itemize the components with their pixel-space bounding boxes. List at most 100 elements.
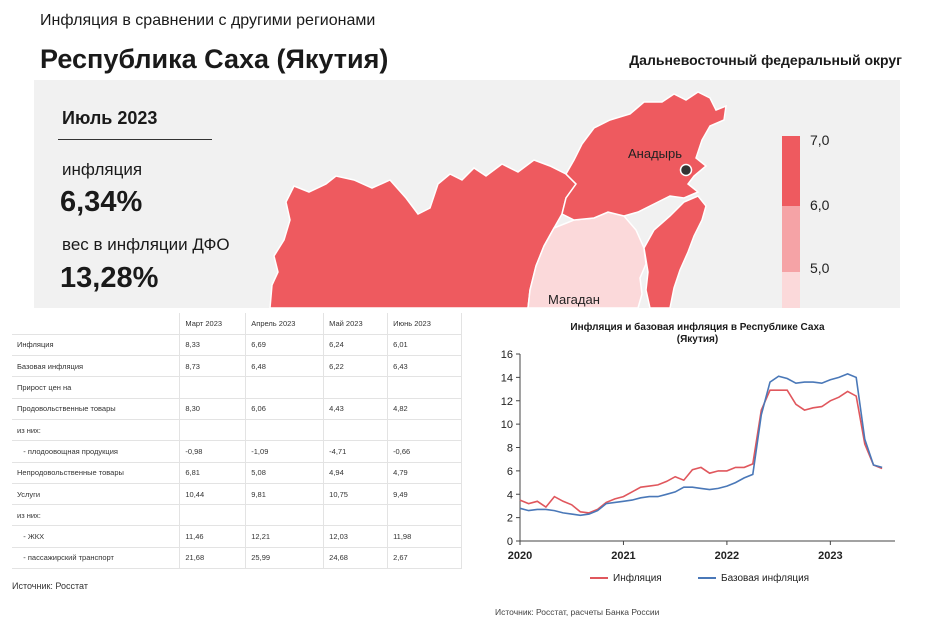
table-cell bbox=[245, 504, 325, 527]
table-cell: - ЖКХ bbox=[12, 525, 181, 548]
table-cell: 11,98 bbox=[387, 525, 462, 548]
scale-label-6: 6,0 bbox=[810, 197, 830, 213]
table-cell: 6,06 bbox=[245, 398, 325, 420]
table-cell: -1,09 bbox=[245, 440, 325, 463]
price-table-panel: Март 2023 Апрель 2023 Май 2023 Июнь 2023… bbox=[12, 313, 462, 570]
table-cell: 6,22 bbox=[323, 355, 389, 378]
series-line-core-inflation bbox=[519, 373, 883, 517]
table-row: Услуги 10,44 9,81 10,75 9,49 bbox=[12, 483, 462, 506]
y-tick-label: 10 bbox=[501, 419, 513, 431]
table-source: Источник: Росстат bbox=[12, 581, 88, 591]
table-cell: 12,03 bbox=[323, 525, 389, 548]
table-cell: 6,24 bbox=[323, 334, 389, 357]
table-cell: 10,75 bbox=[323, 483, 389, 506]
scale-low bbox=[782, 272, 800, 308]
table-cell: -0,66 bbox=[387, 440, 462, 463]
table-cell: 6,69 bbox=[245, 334, 325, 357]
table-row: из них: bbox=[12, 504, 462, 527]
table-cell: 9,49 bbox=[387, 483, 462, 506]
table-cell: 21,68 bbox=[179, 547, 247, 570]
table-cell: 12,21 bbox=[245, 525, 325, 548]
table-cell: 9,81 bbox=[245, 483, 325, 506]
line-chart: 0 2 4 6 8 10 12 14 16 2020 2021 2022 2023 Инфляция Баз… bbox=[501, 349, 895, 584]
table-cell: - плодоовощная продукция bbox=[12, 440, 181, 463]
table-row: из них: bbox=[12, 419, 462, 442]
table-row: Продовольственные товары 8,30 6,06 4,43 4,82 bbox=[12, 398, 462, 420]
map-panel: Июль 2023 инфляция 6,34% вес в инфляции … bbox=[34, 80, 900, 308]
table-cell: -0,98 bbox=[179, 440, 247, 463]
table-header-cell: Апрель 2023 bbox=[245, 313, 325, 335]
city-label-magadan: Магадан bbox=[548, 292, 600, 307]
table-row: - плодоовощная продукция -0,98 -1,09 -4,71-… bbox=[12, 440, 462, 463]
table-cell: 10,44 bbox=[179, 483, 247, 506]
district-title: Дальневосточный федеральный округ bbox=[629, 52, 902, 68]
table-cell bbox=[387, 504, 462, 527]
weight-value: 13,28% bbox=[60, 262, 159, 294]
table-cell: 2,67 bbox=[387, 547, 462, 570]
page-title: Республика Саха (Якутия) bbox=[40, 44, 389, 74]
scale-label-7: 7,0 bbox=[810, 132, 830, 148]
price-table: Март 2023 Апрель 2023 Май 2023 Июнь 2023… bbox=[12, 313, 462, 570]
table-row: Непродовольственные товары 6,81 5,08 4,94 4,… bbox=[12, 462, 462, 484]
y-tick-label: 14 bbox=[501, 372, 513, 384]
region-map bbox=[269, 91, 800, 308]
y-tick-label: 4 bbox=[507, 489, 513, 501]
chart-title: Инфляция и базовая инфляция в Республике… bbox=[470, 322, 925, 346]
anadyr-marker bbox=[679, 163, 693, 177]
table-row: - пассажирский транспорт 21,68 25,99 24,68 2… bbox=[12, 547, 462, 570]
legend-label: Инфляция bbox=[613, 572, 662, 584]
table-cell: Базовая инфляция bbox=[12, 355, 181, 378]
table-cell: из них: bbox=[12, 504, 181, 527]
table-cell: 8,30 bbox=[179, 398, 247, 420]
chart-title-line: Инфляция и базовая инфляция в Республике… bbox=[570, 322, 825, 333]
table-cell bbox=[323, 504, 389, 527]
x-tick-label: 2021 bbox=[611, 550, 635, 562]
y-tick-label: 8 bbox=[507, 443, 513, 455]
table-cell: - пассажирский транспорт bbox=[12, 547, 181, 570]
map-region-yakutia bbox=[269, 159, 577, 308]
table-row: - ЖКХ 11,46 12,21 12,03 11,98 bbox=[12, 525, 462, 548]
table-cell: 4,94 bbox=[323, 462, 389, 484]
inflation-value: 6,34% bbox=[60, 186, 143, 218]
table-cell bbox=[323, 419, 389, 442]
scale-mid bbox=[782, 206, 800, 272]
period-divider bbox=[58, 139, 212, 140]
x-tick-label: 2022 bbox=[715, 550, 739, 562]
table-cell: Непродовольственные товары bbox=[12, 462, 181, 484]
city-label-anadyr: Анадырь bbox=[628, 146, 683, 161]
table-cell: 4,43 bbox=[323, 398, 389, 420]
map-region-kamchatka bbox=[643, 195, 707, 308]
table-cell: Прирост цен на bbox=[12, 376, 181, 399]
table-header-cell bbox=[12, 313, 181, 335]
table-cell: Услуги bbox=[12, 483, 181, 506]
table-cell: 6,43 bbox=[387, 355, 462, 378]
table-cell: из них: bbox=[12, 419, 181, 442]
table-cell: 8,73 bbox=[179, 355, 247, 378]
table-row: Прирост цен на bbox=[12, 376, 462, 399]
y-tick-label: 6 bbox=[507, 466, 513, 478]
table-cell bbox=[245, 419, 325, 442]
y-tick-label: 12 bbox=[501, 396, 513, 408]
inflation-label: инфляция bbox=[62, 160, 143, 179]
table-cell: -4,71 bbox=[323, 440, 389, 463]
table-cell bbox=[179, 376, 247, 399]
table-row: Инфляция 8,33 6,69 6,24 6,01 bbox=[12, 334, 462, 357]
table-header-row: Март 2023 Апрель 2023 Май 2023 Июнь 2023 bbox=[12, 313, 462, 335]
y-tick-label: 0 bbox=[507, 536, 513, 548]
table-cell: 4,79 bbox=[387, 462, 462, 484]
table-cell: 6,48 bbox=[245, 355, 325, 378]
x-tick-label: 2020 bbox=[508, 550, 532, 562]
table-cell bbox=[179, 504, 247, 527]
table-cell: Инфляция bbox=[12, 334, 181, 357]
y-tick-label: 16 bbox=[501, 349, 513, 361]
table-cell bbox=[323, 376, 389, 399]
chart-source: Источник: Росстат, расчеты Банка России bbox=[495, 607, 660, 617]
table-header-cell: Май 2023 bbox=[323, 313, 389, 335]
period-label: Июль 2023 bbox=[62, 108, 158, 128]
table-header-cell: Июнь 2023 bbox=[387, 313, 462, 335]
scale-label-5: 5,0 bbox=[810, 260, 830, 276]
table-cell: 6,01 bbox=[387, 334, 462, 357]
table-cell bbox=[245, 376, 325, 399]
table-row: Базовая инфляция 8,73 6,48 6,22 6,43 bbox=[12, 355, 462, 378]
y-tick-label: 2 bbox=[507, 513, 513, 525]
